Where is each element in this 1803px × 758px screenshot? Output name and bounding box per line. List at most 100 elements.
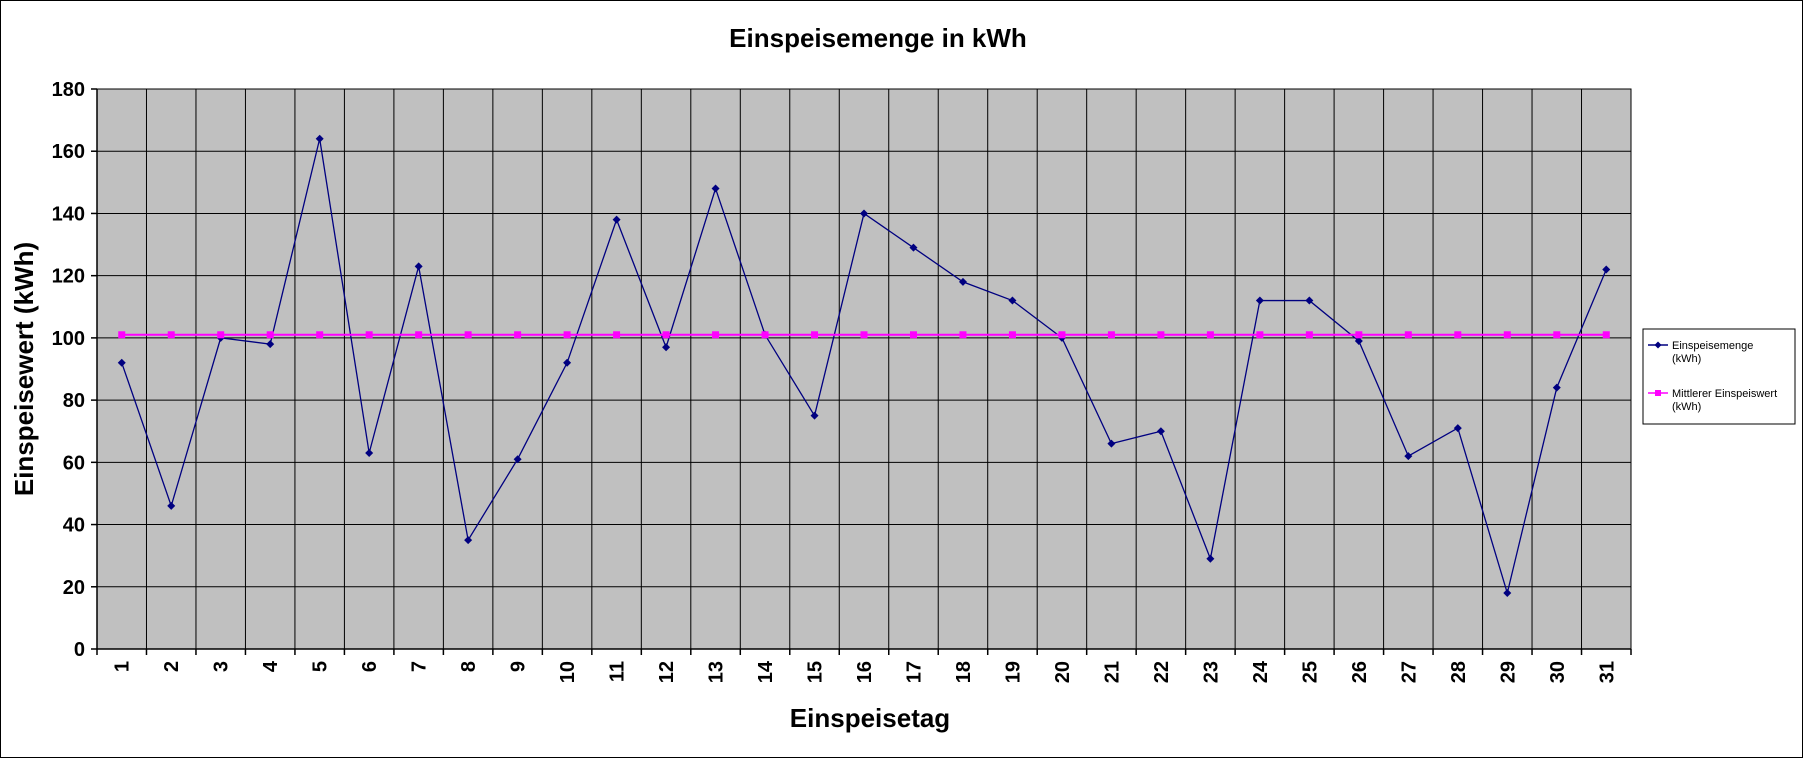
data-point	[167, 501, 176, 510]
series-2	[118, 331, 1610, 339]
data-point	[1453, 424, 1462, 433]
x-tick-label: 24	[1250, 660, 1272, 683]
data-point	[167, 331, 175, 339]
data-point	[811, 331, 819, 339]
data-point	[1602, 331, 1610, 339]
data-point	[1156, 427, 1165, 436]
data-point	[1008, 331, 1016, 339]
x-tick-label: 21	[1101, 661, 1123, 683]
data-point	[860, 331, 868, 339]
data-point	[1355, 331, 1363, 339]
series-1	[117, 134, 1611, 597]
x-tick-label: 8	[458, 661, 480, 672]
data-point	[1206, 331, 1214, 339]
x-tick-label: 7	[409, 661, 431, 672]
y-tick-label: 0	[74, 639, 85, 661]
y-axis-title: Einspeisewert (kWh)	[9, 242, 39, 496]
data-point	[464, 536, 473, 545]
data-point	[860, 209, 868, 218]
data-point	[563, 331, 571, 339]
y-tick-label: 80	[63, 390, 85, 412]
data-point	[1602, 265, 1611, 274]
data-point	[1107, 439, 1116, 448]
data-point	[1255, 296, 1264, 305]
data-point	[1503, 589, 1512, 597]
data-point	[613, 331, 621, 339]
x-tick-label: 30	[1547, 661, 1569, 683]
data-point	[266, 340, 275, 349]
y-tick-label: 180	[52, 79, 85, 101]
x-tick-label: 5	[310, 661, 332, 672]
x-tick-label: 14	[755, 660, 777, 683]
data-point	[1107, 331, 1115, 339]
data-point	[958, 277, 967, 286]
data-point	[415, 331, 423, 339]
y-tick-label: 160	[52, 141, 85, 163]
data-point	[118, 331, 126, 339]
x-tick-label: 1	[112, 661, 134, 672]
x-tick-label: 12	[656, 661, 678, 683]
data-point	[761, 331, 769, 339]
data-point	[810, 411, 819, 420]
legend-label: Mittlerer Einspeiswert	[1672, 388, 1777, 400]
x-tick-label: 26	[1349, 661, 1371, 683]
data-point	[711, 184, 720, 193]
data-point	[1206, 554, 1215, 563]
data-point	[117, 358, 126, 367]
data-point	[1552, 383, 1561, 392]
data-point	[1354, 337, 1363, 345]
data-point	[563, 358, 572, 367]
x-tick-label: 4	[260, 660, 282, 672]
x-tick-label: 28	[1448, 661, 1470, 683]
x-tick-label: 29	[1497, 661, 1519, 683]
chart-title: Einspeisemenge in kWh	[729, 23, 1027, 53]
data-point	[464, 331, 472, 339]
x-tick-label: 11	[607, 661, 629, 682]
y-tick-label: 140	[52, 203, 85, 225]
data-point	[1256, 331, 1264, 339]
series-layer	[117, 134, 1611, 597]
legend: Einspeisemenge(kWh) Mittlerer Einspeiswer…	[1642, 328, 1796, 425]
legend-item: Mittlerer Einspeiswert(kWh)	[1648, 388, 1777, 413]
x-tick-labels: 1 2 3 4 5 6 7 8 9 10 11 12 13 14 15 16 17 18 19 20 21 22 23 24 2…	[112, 660, 1619, 683]
x-axis-title: Einspeisetag	[790, 703, 950, 733]
data-point	[414, 262, 423, 271]
data-point	[662, 343, 671, 352]
data-point	[1305, 331, 1313, 339]
data-point	[365, 449, 374, 457]
data-point	[514, 331, 522, 339]
x-tick-label: 25	[1299, 661, 1321, 683]
data-point	[365, 331, 373, 339]
y-tick-label: 120	[52, 266, 85, 288]
x-tick-label: 19	[1002, 661, 1024, 683]
data-point	[315, 134, 324, 143]
y-tick-labels: 0 20 40 60 80 100 120 140 160 180	[52, 79, 85, 661]
legend-box	[1642, 328, 1796, 425]
x-tick-label: 31	[1596, 661, 1618, 683]
data-point	[1404, 331, 1412, 339]
legend-marker	[1654, 341, 1662, 349]
data-point	[959, 331, 967, 339]
x-tick-label: 6	[359, 661, 381, 672]
data-point	[1008, 296, 1017, 305]
data-point	[513, 455, 522, 464]
x-tick-label: 13	[706, 661, 728, 683]
x-tick-label: 2	[161, 661, 183, 672]
data-point	[662, 331, 670, 339]
data-point	[266, 331, 274, 339]
x-tick-label: 18	[953, 661, 975, 683]
y-tick-label: 100	[52, 328, 85, 350]
legend-label: Einspeisemenge	[1672, 340, 1753, 352]
x-tick-label: 20	[1052, 661, 1074, 683]
x-tick-label: 22	[1151, 661, 1173, 683]
y-tick-label: 60	[63, 452, 85, 474]
legend-label: (kWh)	[1672, 353, 1701, 365]
data-point	[909, 243, 918, 252]
data-point	[1503, 331, 1511, 339]
data-point	[1305, 296, 1314, 305]
legend-marker	[1655, 390, 1661, 396]
data-point	[612, 215, 621, 224]
x-tick-label: 27	[1398, 661, 1420, 683]
data-point	[1157, 331, 1165, 339]
